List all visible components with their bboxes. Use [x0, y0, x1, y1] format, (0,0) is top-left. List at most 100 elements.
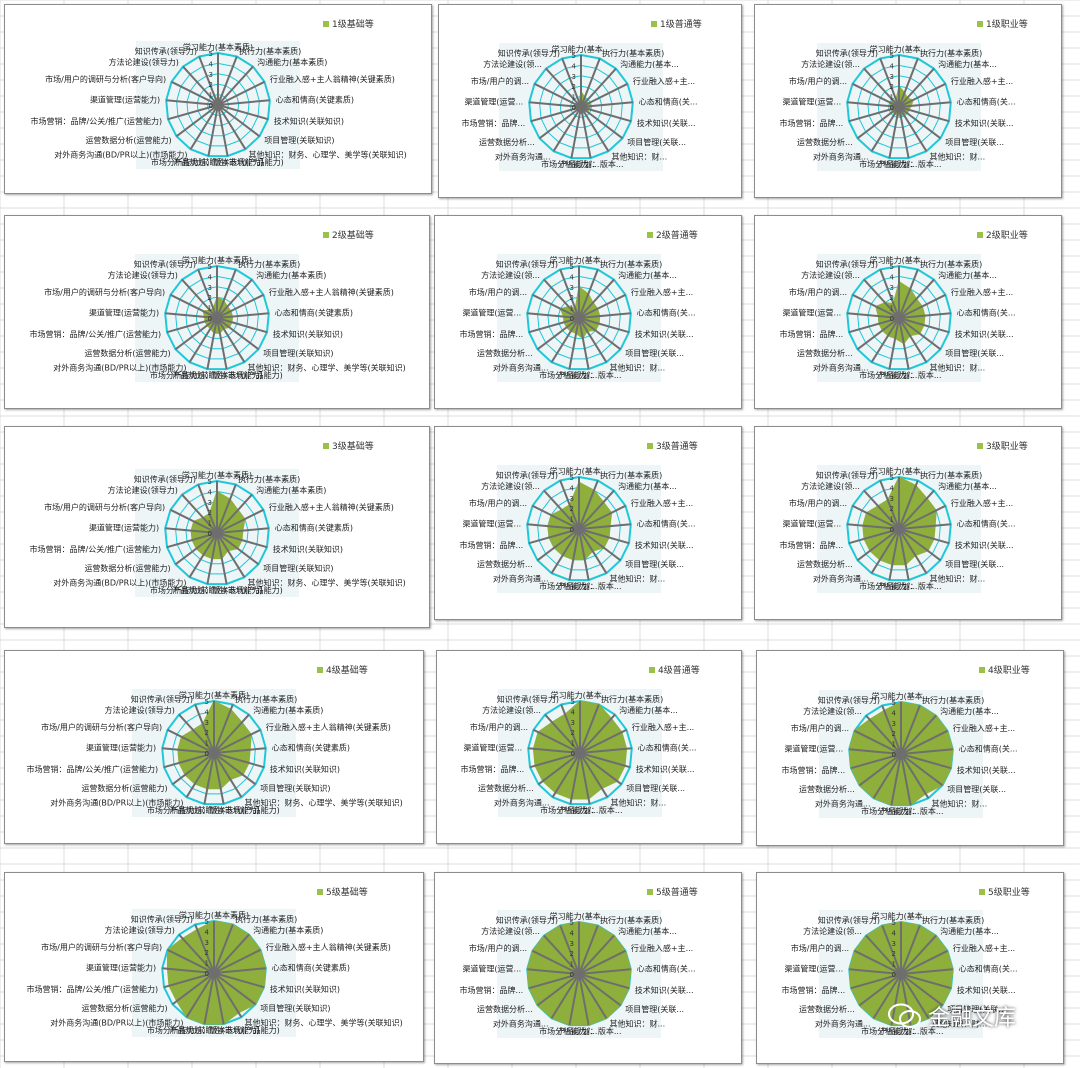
- axis-spoke: [898, 317, 910, 370]
- axis-label: 运营数据分析...: [799, 1004, 855, 1014]
- axis-label: 市场/用户的调研与分析(客户导向): [45, 74, 166, 84]
- radar-chart-panel[interactable]: 0 1 2 3 4 5 学习能力(基本素质) 执行力(基本素质) 沟通能力(基本素质) 行业融入感…: [4, 4, 432, 194]
- axis-label: 技术知识(关联知识): [274, 116, 344, 126]
- axis-spoke: [216, 317, 268, 334]
- axis-spoke: [167, 728, 215, 754]
- axis-label: 心态和情商(关键素质): [272, 743, 350, 753]
- axis-label: 执行力(基本素质): [238, 259, 300, 269]
- axis-label: 对外商务沟通(BD/PR以上)(市场能力): [53, 362, 186, 372]
- axis-spoke: [578, 925, 599, 975]
- axis-spoke: [217, 104, 247, 150]
- axis-spoke: [206, 532, 218, 585]
- tick-label: 0: [570, 315, 574, 323]
- chart-legend: 4级普通等: [649, 663, 700, 676]
- axis-label: 市场营销：品牌...: [460, 540, 524, 550]
- radar-chart-panel[interactable]: 0 1 2 3 4 5 学习能力(基本素质) 执行力(基本素质) 沟通能力(基本素质) 行业融入感…: [4, 872, 424, 1062]
- axis-spoke: [900, 753, 944, 787]
- axis-spoke: [216, 532, 268, 549]
- legend-label: 2级基础等: [332, 231, 374, 241]
- legend-swatch: [977, 20, 983, 27]
- axis-spoke: [213, 752, 265, 769]
- radar-chart-panel[interactable]: 0 1 2 3 4 5 学习能力(基本... 执行力(基本素质) 沟通能力(基本... 行业融入感…: [438, 4, 742, 198]
- tick-label: 4: [890, 484, 895, 492]
- tick-label: 3: [208, 499, 212, 507]
- axis-label: 项目管理(关联...: [625, 1004, 684, 1014]
- radar-chart-panel[interactable]: 0 1 2 3 4 5 学习能力(基本素质) 执行力(基本素质) 沟通能力(基本素质) 行业融入感…: [4, 650, 424, 844]
- axis-spoke: [527, 312, 580, 319]
- radar-chart-panel[interactable]: 0 1 2 3 4 5 学习能力(基本... 执行力(基本素质) 沟通能力(基本... 行业融入感…: [754, 215, 1062, 409]
- axis-spoke: [870, 528, 900, 574]
- axis-label: 沟通能力(基本素质): [253, 705, 323, 715]
- axis-label: 市场/用户的调...: [789, 76, 847, 86]
- grid-ring: [537, 275, 621, 360]
- axis-spoke: [178, 713, 215, 754]
- axis-spoke: [872, 753, 902, 799]
- tick-label: 2: [208, 509, 212, 517]
- axis-label: 知识传承(领导力): [498, 48, 560, 58]
- axis-spoke: [188, 532, 218, 578]
- axis-label: 产品规划：版本...: [878, 581, 942, 591]
- axis-label: 市场营销：品牌...: [462, 118, 526, 128]
- radar-chart-panel[interactable]: 0 1 2 3 4 5 学习能力(基本素质) 执行力(基本素质) 沟通能力(基本素质) 行业融入感…: [4, 426, 430, 628]
- radar-chart-panel[interactable]: 0 1 2 3 4 5 学习能力(基本... 执行力(基本素质) 沟通能力(基本... 行业融入感…: [756, 872, 1064, 1064]
- legend-swatch: [977, 442, 983, 449]
- axis-label: 项目管理(关联...: [625, 559, 684, 569]
- tick-label: 1: [208, 305, 212, 313]
- radar-chart-panel[interactable]: 0 1 2 3 4 5 学习能力(基本... 执行力(基本素质) 沟通能力(基本... 行业融入感…: [754, 426, 1062, 620]
- axis-label: 市场营销：品牌...: [460, 985, 524, 995]
- radar-chart-panel[interactable]: 0 1 2 3 4 5 学习能力(基本... 执行力(基本素质) 沟通能力(基本... 行业融入感…: [754, 4, 1062, 198]
- axis-spoke: [217, 99, 270, 106]
- radar-chart-panel[interactable]: 0 1 2 3 4 5 学习能力(基本... 执行力(基本素质) 沟通能力(基本... 行业融入感…: [434, 215, 742, 409]
- axis-spoke: [550, 973, 580, 1019]
- radar-chart-panel[interactable]: 0 1 2 3 4 5 学习能力(基本... 执行力(基本素质) 沟通能力(基本... 行业融入感…: [434, 426, 742, 620]
- axis-label: 执行力(基本素质): [922, 915, 984, 925]
- axis-label: 产品规划：版本...: [558, 581, 622, 591]
- watermark: 金融文库: [888, 1000, 1016, 1032]
- radar-chart-panel[interactable]: 0 1 2 3 4 5 学习能力(基本... 执行力(基本素质) 沟通能力(基本... 行业融入感…: [436, 650, 742, 844]
- axis-spoke: [167, 948, 215, 974]
- axis-spoke: [847, 101, 900, 108]
- legend-label: 1级基础等: [332, 20, 374, 30]
- axis-spoke: [528, 528, 580, 545]
- axis-spoke: [165, 312, 218, 319]
- axis-label: 技术知识(关联...: [955, 329, 1014, 339]
- tick-label: 2: [890, 505, 894, 513]
- axis-spoke: [216, 293, 264, 319]
- legend-swatch: [649, 666, 655, 673]
- radar-chart-panel[interactable]: 0 1 2 3 4 5 学习能力(基本... 执行力(基本素质) 沟通能力(基本... 行业融入感…: [434, 872, 742, 1064]
- radar-chart-panel[interactable]: 0 1 2 3 4 5 学习能力(基本... 执行力(基本素质) 沟通能力(基本... 行业融入感…: [756, 650, 1064, 846]
- axis-spoke: [216, 269, 237, 319]
- axis-spoke: [163, 972, 215, 989]
- radar-chart-panel[interactable]: 0 1 2 3 4 5 学习能力(基本素质) 执行力(基本素质) 沟通能力(基本素质) 行业融入感…: [4, 215, 430, 409]
- axis-label: 其他知识：财...: [610, 362, 666, 372]
- axis-spoke: [900, 748, 953, 755]
- axis-label: 渠道管理(运营...: [784, 964, 843, 974]
- axis-label: 学习能力(基本素质): [183, 42, 253, 52]
- axis-label: 知识传承(领导力): [131, 914, 193, 924]
- axis-spoke: [854, 729, 902, 755]
- axis-spoke: [898, 106, 942, 140]
- grid-ring: [526, 264, 632, 371]
- axis-label: 渠道管理(运营能力): [86, 963, 156, 973]
- axis-label: 运营数据分析...: [477, 559, 533, 569]
- axis-label: 产品规划：版本...: [880, 1026, 944, 1036]
- axis-label: 项目管理(关联知识): [263, 563, 333, 573]
- chart-legend: 3级普通等: [647, 439, 698, 452]
- axis-label: 对外商务沟通(BD/PR以上)(市场能力): [50, 1017, 183, 1027]
- axis-label: 对外商务沟通(BD/PR以上)(市场能力): [53, 577, 186, 587]
- axis-label: 运营数据分析(运营能力): [84, 348, 170, 358]
- axis-label: 市场营销：品牌/公关/推广(运营能力): [27, 764, 159, 774]
- axis-spoke: [181, 493, 218, 534]
- axis-label: 沟通能力(基本...: [938, 59, 997, 69]
- axis-label: 学习能力(基本...: [550, 466, 609, 476]
- axis-spoke: [561, 58, 582, 108]
- axis-spoke: [171, 972, 215, 1006]
- axis-spoke: [898, 278, 935, 319]
- tick-label: 5: [205, 918, 209, 926]
- axis-spoke: [578, 973, 630, 990]
- axis-spoke: [216, 312, 269, 319]
- axis-spoke: [900, 714, 937, 755]
- tick-label: 4: [205, 708, 210, 716]
- axis-label: 其他知识：财...: [930, 151, 986, 161]
- tick-label: 4: [205, 928, 210, 936]
